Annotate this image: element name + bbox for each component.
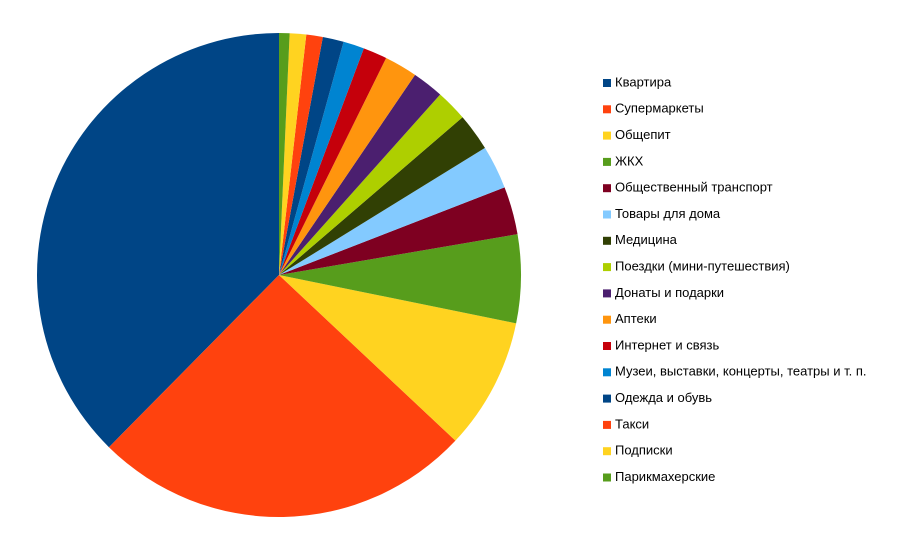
- legend-swatch: [603, 210, 611, 219]
- legend-swatch: [603, 289, 611, 298]
- legend-label: Парикмахерские: [615, 469, 715, 484]
- legend-swatch: [603, 420, 611, 429]
- pie-slice: [279, 187, 518, 275]
- pie-slice: [279, 33, 307, 275]
- pie-slice: [279, 37, 344, 276]
- legend-label: Донаты и подарки: [615, 285, 724, 300]
- legend-swatch: [603, 105, 611, 114]
- pie-slice: [279, 34, 323, 275]
- legend-label: Супермаркеты: [615, 101, 704, 116]
- legend-swatch: [603, 157, 611, 166]
- legend-label: Товары для дома: [615, 206, 721, 221]
- pie-slice: [108, 275, 456, 517]
- legend-swatch: [603, 342, 611, 350]
- legend-swatch: [603, 368, 611, 377]
- legend-label: Подписки: [615, 443, 673, 458]
- pie-slice: [279, 234, 521, 324]
- legend-label: Квартира: [615, 74, 672, 89]
- pie-slice: [279, 41, 364, 275]
- pie-slice: [279, 58, 416, 275]
- legend-label: Такси: [615, 416, 649, 431]
- legend-swatch: [603, 79, 611, 87]
- legend-label: Медицина: [615, 232, 678, 247]
- pie-slice: [279, 33, 290, 275]
- legend-label: Интернет и связь: [615, 337, 719, 352]
- pie-slice: [279, 275, 517, 441]
- legend-swatch: [603, 263, 611, 272]
- pie-slice: [279, 48, 387, 276]
- pie-slice: [37, 33, 279, 448]
- pie-slice: [279, 74, 441, 276]
- legend-swatch: [603, 184, 611, 193]
- legend-swatch: [603, 131, 611, 140]
- pie-slice: [279, 94, 463, 276]
- legend-swatch: [603, 473, 611, 482]
- legend-label: Музеи, выставки, концерты, театры и т. п…: [615, 364, 867, 379]
- pie-slice: [279, 117, 485, 275]
- legend-swatch: [603, 447, 611, 456]
- legend-swatch: [603, 236, 611, 245]
- legend-label: Аптеки: [615, 311, 657, 326]
- legend-label: Поездки (мини-путешествия): [615, 259, 790, 274]
- pie-slice: [279, 147, 505, 275]
- legend-label: Одежда и обувь: [615, 390, 712, 405]
- legend-swatch: [603, 394, 611, 403]
- legend-label: Общественный транспорт: [615, 180, 773, 195]
- legend-label: Общепит: [615, 127, 671, 142]
- legend-label: ЖКХ: [615, 153, 644, 168]
- legend-swatch: [603, 315, 611, 324]
